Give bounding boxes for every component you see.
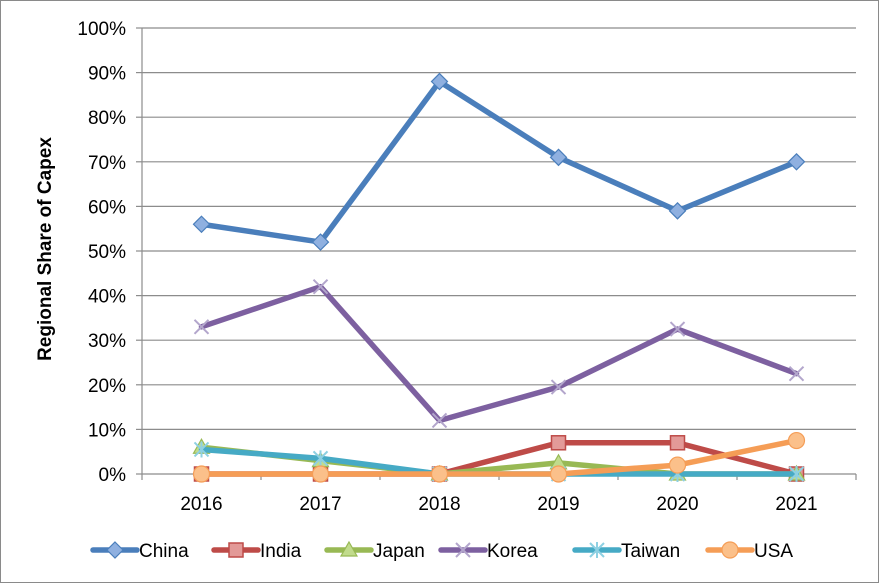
y-tick-label: 50%: [88, 242, 126, 263]
data-point-china: [668, 202, 687, 220]
data-point-taiwan: [788, 466, 805, 482]
legend-item-usa: USA: [705, 541, 793, 562]
data-point-usa: [668, 456, 687, 474]
legend-marker: [228, 542, 244, 558]
data-point-usa: [311, 465, 330, 483]
series-line-china: [198, 78, 800, 245]
x-tick-label: 2018: [418, 494, 460, 515]
data-point-india: [669, 435, 686, 451]
data-point-china: [311, 233, 330, 251]
y-tick-label: 40%: [88, 287, 126, 308]
y-tick-label: 60%: [88, 197, 126, 218]
series-china: [192, 72, 806, 251]
x-tick-label: 2021: [775, 494, 817, 515]
legend-item-korea: Korea: [438, 541, 538, 562]
legend-label: China: [139, 541, 189, 562]
gridlines: [136, 27, 857, 480]
legend-item-india: India: [211, 541, 302, 562]
data-point-china: [192, 215, 211, 234]
legend-item-japan: Japan: [324, 540, 425, 562]
data-point-korea: [788, 365, 805, 382]
data-point-usa: [192, 465, 211, 483]
data-point-korea: [669, 321, 686, 337]
legend-marker: [339, 540, 359, 557]
data-point-korea: [431, 412, 448, 429]
legend: China India Japan Korea Taiwan USA: [90, 540, 793, 562]
data-point-usa: [430, 465, 449, 483]
legend-label: India: [260, 541, 302, 562]
legend-marker: [455, 542, 471, 558]
data-point-korea: [312, 278, 329, 295]
y-axis-ticks: 0% 10% 20% 30% 40% 50% 60% 70% 80% 90% 100%: [77, 19, 126, 486]
data-point-korea: [193, 319, 210, 335]
y-tick-label: 0%: [99, 465, 127, 486]
series-line-korea: [198, 283, 800, 424]
y-tick-label: 30%: [88, 331, 126, 352]
legend-marker: [721, 541, 739, 559]
data-point-taiwan: [312, 450, 329, 467]
series-line-usa: [198, 437, 800, 477]
y-tick-label: 70%: [88, 153, 126, 174]
x-tick-label: 2016: [180, 494, 222, 515]
data-point-china: [430, 72, 449, 91]
series-usa: [192, 431, 806, 483]
y-tick-label: 10%: [88, 420, 126, 441]
legend-label: USA: [754, 541, 793, 562]
data-point-china: [787, 152, 806, 171]
legend-marker: [589, 542, 605, 558]
y-tick-label: 80%: [88, 108, 126, 129]
legend-label: Korea: [487, 541, 538, 562]
x-tick-label: 2017: [299, 494, 341, 515]
data-point-taiwan: [193, 441, 210, 458]
legend-label: Japan: [373, 541, 425, 562]
y-axis-title: Regional Share of Capex: [35, 137, 56, 361]
x-axis-ticks: 2016 2017 2018 2019 2020 2021: [180, 494, 817, 515]
series-korea: [193, 278, 805, 429]
x-tick-label: 2019: [537, 494, 579, 515]
data-point-india: [550, 435, 567, 451]
y-tick-label: 100%: [77, 19, 126, 40]
legend-item-taiwan: Taiwan: [572, 541, 680, 562]
data-point-usa: [549, 465, 568, 483]
y-tick-label: 90%: [88, 64, 126, 85]
legend-marker: [106, 541, 124, 559]
legend-label: Taiwan: [621, 541, 680, 562]
data-point-korea: [550, 379, 567, 395]
legend-item-china: China: [90, 541, 189, 562]
data-point-china: [549, 148, 568, 167]
series-lines: [192, 72, 806, 483]
data-point-usa: [787, 431, 806, 450]
y-tick-label: 20%: [88, 376, 126, 397]
x-tick-label: 2020: [656, 494, 698, 515]
